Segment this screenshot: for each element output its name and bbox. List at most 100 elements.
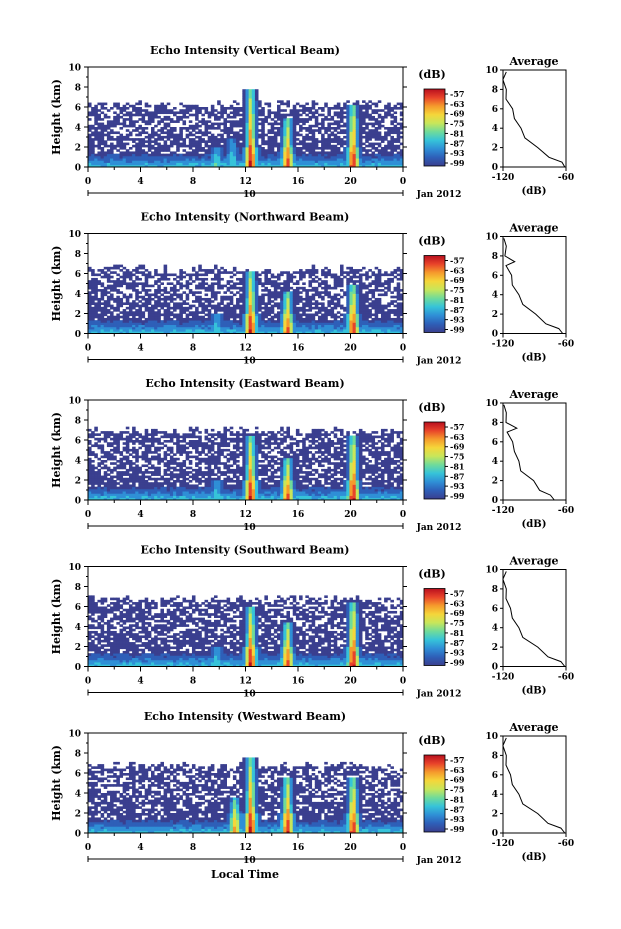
heatmap-cell [210,109,215,112]
heatmap-cell [179,144,183,148]
heatmap-cell [94,331,98,334]
heatmap-cell [91,153,95,157]
heatmap-cell [214,322,218,326]
heatmap-cell [399,277,404,281]
heatmap-cell [299,147,303,150]
heatmap-cell [362,324,366,328]
heatmap-cell [245,118,250,121]
heatmap-cell [264,306,268,310]
heatmap-cell [217,122,221,126]
heatmap-cell [91,140,95,143]
heatmap-cell [173,329,177,332]
heatmap-cell [264,326,268,330]
heatmap-cell [390,113,394,117]
heatmap-cell [302,164,306,168]
heatmap-cell [327,284,331,288]
heatmap-cell [119,431,124,434]
heatmap-cell [346,120,350,123]
heatmap-cell [113,289,117,292]
heatmap-cell [157,273,161,277]
heatmap-cell [365,162,369,166]
heatmap-cell [138,100,142,103]
heatmap-cell [220,162,224,166]
heatmap-cell [151,133,155,137]
heatmap-cell [226,295,231,299]
heatmap-cell [349,120,353,123]
heatmap-cell [396,102,401,106]
heatmap-cell [258,160,262,163]
y-tick-label: 8 [75,250,81,260]
heatmap-cell [295,295,300,299]
heatmap-cell [119,155,124,159]
heatmap-cell [220,133,224,137]
heatmap-cell [157,322,161,326]
heatmap-cell [346,289,350,292]
heatmap-cell [207,320,212,323]
heatmap-cell [355,140,360,143]
heatmap-cell [267,322,272,326]
heatmap-cell [97,160,101,163]
heatmap-cell [321,151,325,155]
heatmap-cell [264,162,268,166]
heatmap-cell [343,104,347,108]
heatmap-cell [292,315,297,319]
heatmap-cell [270,273,275,277]
heatmap-cell [377,293,382,297]
heatmap-cell [277,100,281,103]
heatmap-cell [258,104,262,108]
heatmap-cell [207,329,212,332]
heatmap-cell [258,302,262,306]
heatmap-cell [166,131,171,135]
heatmap-cell [336,102,341,106]
heatmap-cell [242,113,246,117]
heatmap-cell [113,104,117,108]
heatmap-cell [352,142,357,146]
heatmap-cell [352,140,357,143]
heatmap-cell [191,162,196,166]
heatmap-cell [254,164,259,168]
heatmap-cell [201,309,205,312]
heatmap-cell [327,142,331,146]
heatmap-cell [239,113,243,117]
heatmap-cell [207,271,212,274]
heatmap-cell [387,129,391,132]
heatmap-cell [125,271,130,274]
heatmap-cell [122,466,127,470]
heatmap-cell [387,311,391,314]
average-profile-line [502,71,566,168]
heatmap-cell [261,162,265,166]
heatmap-cell [308,131,313,135]
heatmap-cell [188,140,193,143]
heatmap-cell [245,104,250,108]
heatmap-cell [327,311,331,314]
heatmap-cell [128,160,133,163]
heatmap-cell [384,147,388,150]
heatmap-cell [220,149,224,152]
heatmap-cell [97,491,101,494]
heatmap-cell [330,324,335,328]
heatmap-cell [160,162,164,166]
heatmap-cell [333,158,338,161]
heatmap-cell [223,311,227,314]
heatmap-cell [198,162,202,166]
heatmap-cell [163,153,168,157]
heatmap-cell [340,151,344,155]
heatmap-cell [242,317,246,321]
heatmap-cell [122,455,127,459]
heatmap-cell [110,320,114,323]
heatmap-cell [393,144,398,148]
heatmap-cell [110,304,114,308]
heatmap-cell [88,491,92,494]
heatmap-cell [302,104,306,108]
heatmap-cell [232,293,237,297]
heatmap-cell [147,135,152,139]
heatmap-cell [113,120,117,123]
heatmap-cell [163,122,168,126]
heatmap-cell [160,326,164,330]
heatmap-cell [113,282,117,286]
heatmap-cell [125,329,130,332]
heatmap-cell [258,155,262,159]
heatmap-cell [210,155,215,159]
heatmap-cell [242,331,246,334]
heatmap-cell [229,329,234,332]
